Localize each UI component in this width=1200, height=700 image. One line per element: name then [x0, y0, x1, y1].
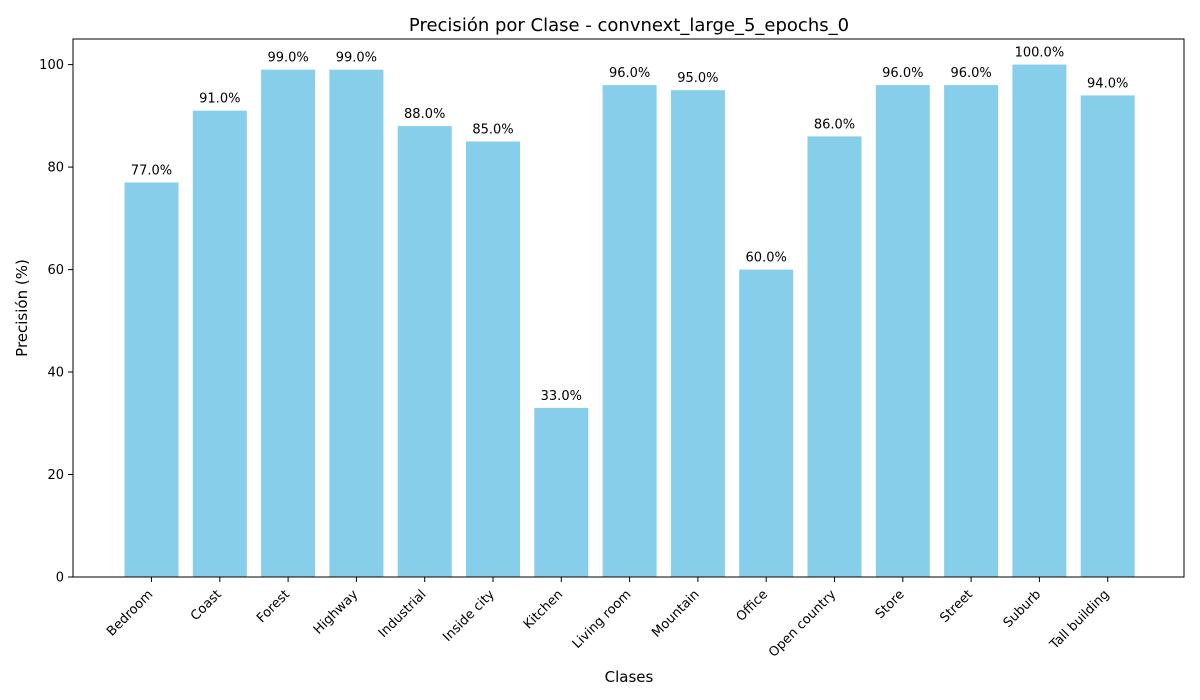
x-tick-label: Street: [937, 587, 976, 626]
bar-inside-city: [466, 141, 520, 577]
bars-group: [124, 64, 1135, 578]
value-label: 86.0%: [814, 117, 855, 132]
bar-living-room: [602, 85, 657, 577]
y-tick-label: 20: [47, 468, 64, 483]
x-tick-label: Bedroom: [104, 587, 156, 639]
bar-office: [739, 269, 794, 577]
x-tick-label: Office: [734, 587, 771, 624]
y-tick-label: 60: [47, 263, 64, 278]
bar-store: [875, 85, 930, 577]
bar-kitchen: [534, 407, 589, 577]
bar-forest: [261, 69, 316, 577]
bar-tall-building: [1080, 95, 1135, 578]
y-tick-label: 40: [47, 366, 64, 381]
x-tick-label: Suburb: [1001, 587, 1045, 631]
bar-industrial: [397, 126, 452, 577]
x-tick-label: Kitchen: [521, 587, 566, 632]
chart-title: Precisión por Clase - convnext_large_5_e…: [409, 15, 849, 36]
value-label: 96.0%: [882, 66, 923, 81]
x-tick-label: Inside city: [440, 587, 498, 645]
plot-frame: [72, 38, 1185, 578]
x-tick-label: Tall building: [1047, 587, 1113, 653]
bar-street: [944, 85, 999, 577]
value-labels-group: 77.0% 91.0% 99.0% 99.0% 88.0% 85.0% 33.0% 96.0%…: [131, 46, 1129, 404]
x-tick-label: Living room: [570, 587, 635, 652]
bar-suburb: [1012, 64, 1067, 578]
value-label: 96.0%: [609, 66, 650, 81]
value-label: 100.0%: [1015, 46, 1065, 61]
value-label: 88.0%: [404, 107, 445, 122]
value-label: 33.0%: [541, 389, 582, 404]
y-axis-label: Precisión (%): [13, 259, 31, 357]
value-label: 95.0%: [677, 71, 718, 86]
value-label: 96.0%: [950, 66, 991, 81]
y-tick-label: 100: [39, 58, 64, 73]
value-label: 99.0%: [267, 51, 308, 66]
x-axis-label: Clases: [605, 668, 654, 686]
value-label: 94.0%: [1087, 76, 1128, 91]
y-axis-ticks: 0 20 40 60 80 100: [39, 58, 73, 586]
x-tick-label: Industrial: [376, 587, 430, 641]
x-tick-label: Open country: [766, 587, 839, 660]
value-label: 91.0%: [199, 92, 240, 107]
value-label: 60.0%: [746, 251, 787, 266]
bar-mountain: [670, 90, 725, 577]
x-tick-label: Forest: [254, 587, 293, 626]
bar-highway: [329, 69, 384, 577]
x-tick-label: Store: [873, 587, 908, 622]
value-label: 77.0%: [131, 164, 172, 179]
x-tick-label: Mountain: [649, 587, 702, 640]
x-axis-ticks: Bedroom Coast Forest Highway Industrial Insid…: [104, 577, 1113, 660]
x-tick-label: Coast: [188, 587, 225, 624]
bar-bedroom: [124, 182, 179, 577]
value-label: 99.0%: [336, 51, 377, 66]
x-tick-label: Highway: [311, 587, 362, 638]
y-tick-label: 80: [47, 161, 64, 176]
bar-open-country: [807, 136, 862, 577]
y-tick-label: 0: [56, 571, 64, 586]
value-label: 85.0%: [472, 123, 513, 138]
bar-coast: [192, 110, 247, 577]
